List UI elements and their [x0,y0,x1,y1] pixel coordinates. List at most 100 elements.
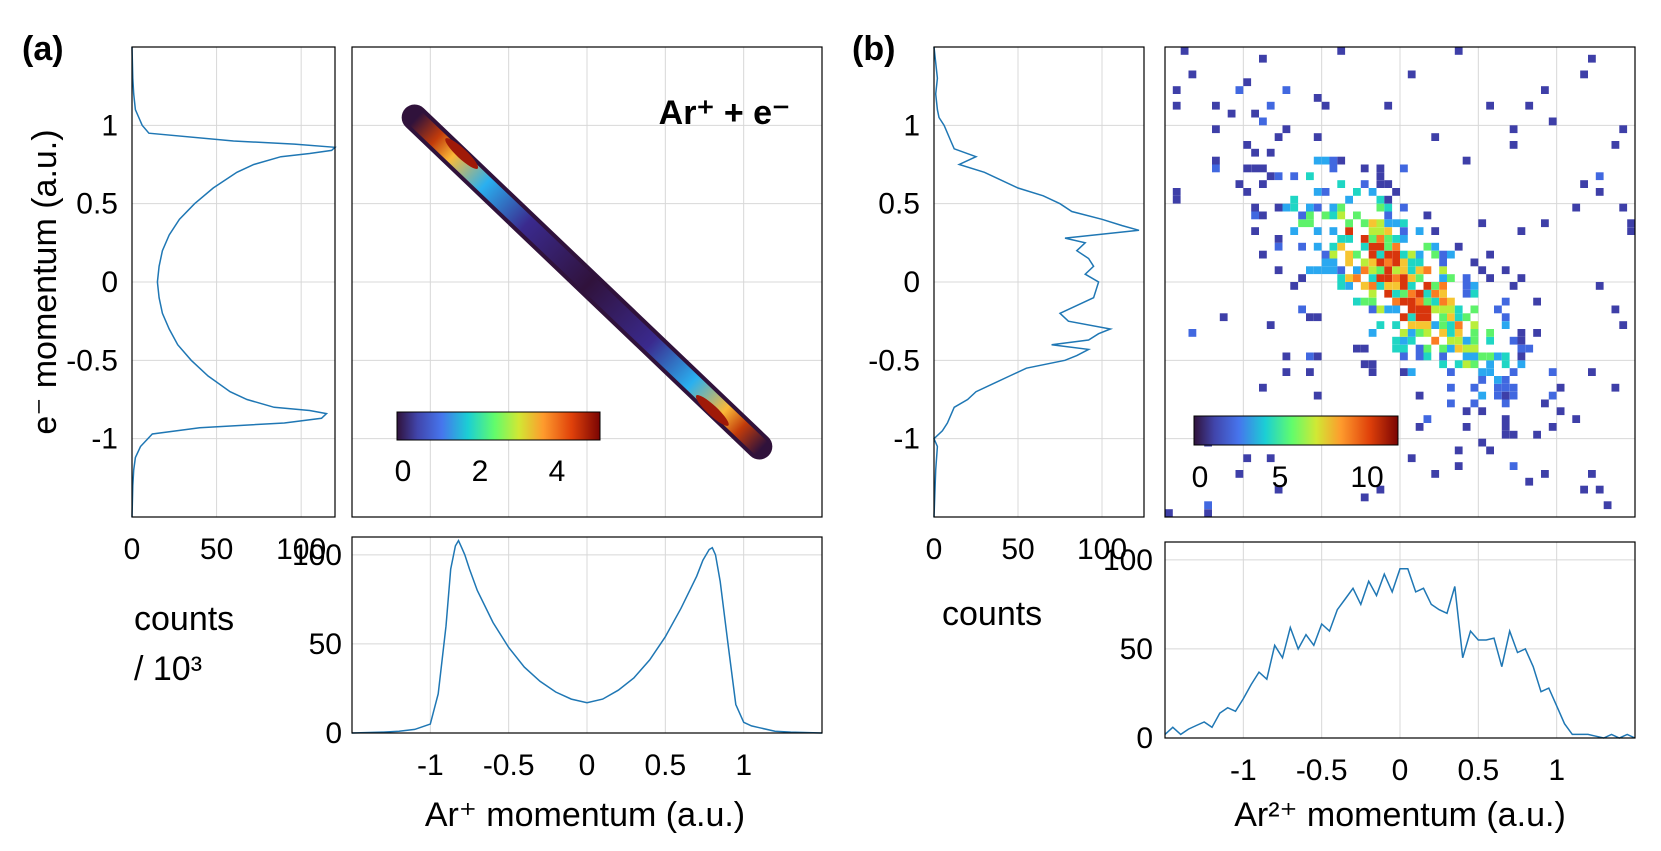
b-main-cell [1548,368,1557,376]
b-main-cell [1439,321,1447,329]
b-main-cell [1337,235,1346,243]
b-main-cell [1368,282,1377,290]
b-main-cell [1329,250,1338,259]
b-main-cell [1376,250,1385,259]
b-main-cell [1415,289,1424,298]
b-main-cell [1251,164,1259,173]
b-main-cell [1392,188,1400,196]
b-main-cell [1611,305,1620,314]
b-main-cell [1251,227,1259,235]
a-main-frame [351,46,823,518]
b-main-cell [1595,172,1604,181]
b-main-cell [1580,180,1588,188]
b-main-cell [1290,282,1299,290]
b-main-cell [1501,297,1510,306]
b-main-cell [1431,250,1440,259]
b-main-cell [1337,266,1346,275]
b-main-cell [1313,94,1322,102]
b-main-cell [1219,313,1228,322]
b-main-cell [1251,148,1259,157]
b-bottom-x-tick-label: -0.5 [1296,754,1348,787]
b-main-cell [1462,282,1471,290]
b-main-cell [1243,188,1252,196]
b-main-cell [1290,203,1299,212]
b-main-cell [1345,258,1353,267]
b-main-cell [1595,188,1604,196]
b-main-cell [1298,305,1306,314]
b-main-cell [1345,227,1353,235]
b-main-cell [1454,360,1463,369]
b-main-cell [1415,352,1424,361]
b-main-cell [1345,195,1353,204]
b-main-cell [1454,313,1463,322]
b-main-cell [1541,219,1549,228]
b-main-cell [1541,470,1549,478]
b-main-cell [1204,501,1212,510]
b-main-cell [1251,203,1259,212]
b-main-cell [1368,188,1377,196]
b-main-cell [1517,344,1526,353]
b-bottom-x-tick-label: -1 [1230,754,1257,787]
b-main-cell [1548,117,1557,126]
a-bottom-x-tick-label: 0.5 [644,749,686,782]
b-main-cell [1266,454,1275,463]
b-main-cell [1525,477,1534,486]
b-main-cell [1407,368,1416,376]
b-main-cell [1533,329,1541,337]
b-main-cell [1337,274,1346,282]
b-main-cell [1282,125,1291,134]
b-main-cell [1462,352,1471,361]
b-main-cell [1533,430,1541,439]
b-main-cell [1212,164,1220,173]
b-main-cell [1243,164,1252,173]
b-main-cell [1384,101,1393,110]
b-main-cell [1501,360,1510,369]
b-main-cell [1423,344,1432,353]
b-main-cell [1337,47,1346,55]
b-main-cell [1462,313,1471,322]
b-main-cell [1462,407,1471,416]
b-main-cell [1447,321,1455,329]
b-main-cell [1423,211,1432,220]
b-main-cell [1368,297,1377,306]
b-colorbar-tick: 0 [1192,461,1209,494]
a-bottom-x-tick-label: 0 [579,749,596,782]
b-main-cell [1431,297,1440,306]
b-main-cell [1525,101,1534,110]
b-main-cell [1470,336,1479,345]
b-main-cell [1447,399,1455,408]
b-main-cell [1274,485,1283,494]
b-main-cell [1259,164,1267,173]
b-main-cell [1384,250,1393,259]
b-main-cell [1572,415,1581,423]
b-main-cell [1454,321,1463,329]
b-main-cell [1509,125,1518,134]
b-main-cell [1509,282,1518,290]
b-main-cell [1400,289,1408,298]
b-main-cell [1462,336,1471,345]
b-main-cell [1486,360,1494,369]
b-main-cell [1494,305,1502,314]
b-main-cell [1439,329,1447,337]
b-main-cell [1321,250,1330,259]
b-main-cell [1329,242,1338,251]
b-main-cell [1486,352,1494,361]
b-main-cell [1407,250,1416,259]
b-main-cell [1400,219,1408,228]
panel-a-label: (a) [22,30,64,68]
b-main-cell [1376,305,1385,314]
b-main-cell [1360,282,1369,290]
b-main-cell [1431,282,1440,290]
b-main-cell [1494,391,1502,400]
b-main-cell [1439,313,1447,322]
b-main-cell [1470,321,1479,329]
b-main-cell [1501,415,1510,423]
b-main-cell [1368,305,1377,314]
b-main-cell [1509,430,1518,439]
b-main-cell [1548,391,1557,400]
b-main-cell [1423,289,1432,298]
b-main-cell [1306,219,1314,228]
b-main-cell [1439,274,1447,282]
b-main-cell [1501,391,1510,400]
b-main-cell [1400,274,1408,282]
